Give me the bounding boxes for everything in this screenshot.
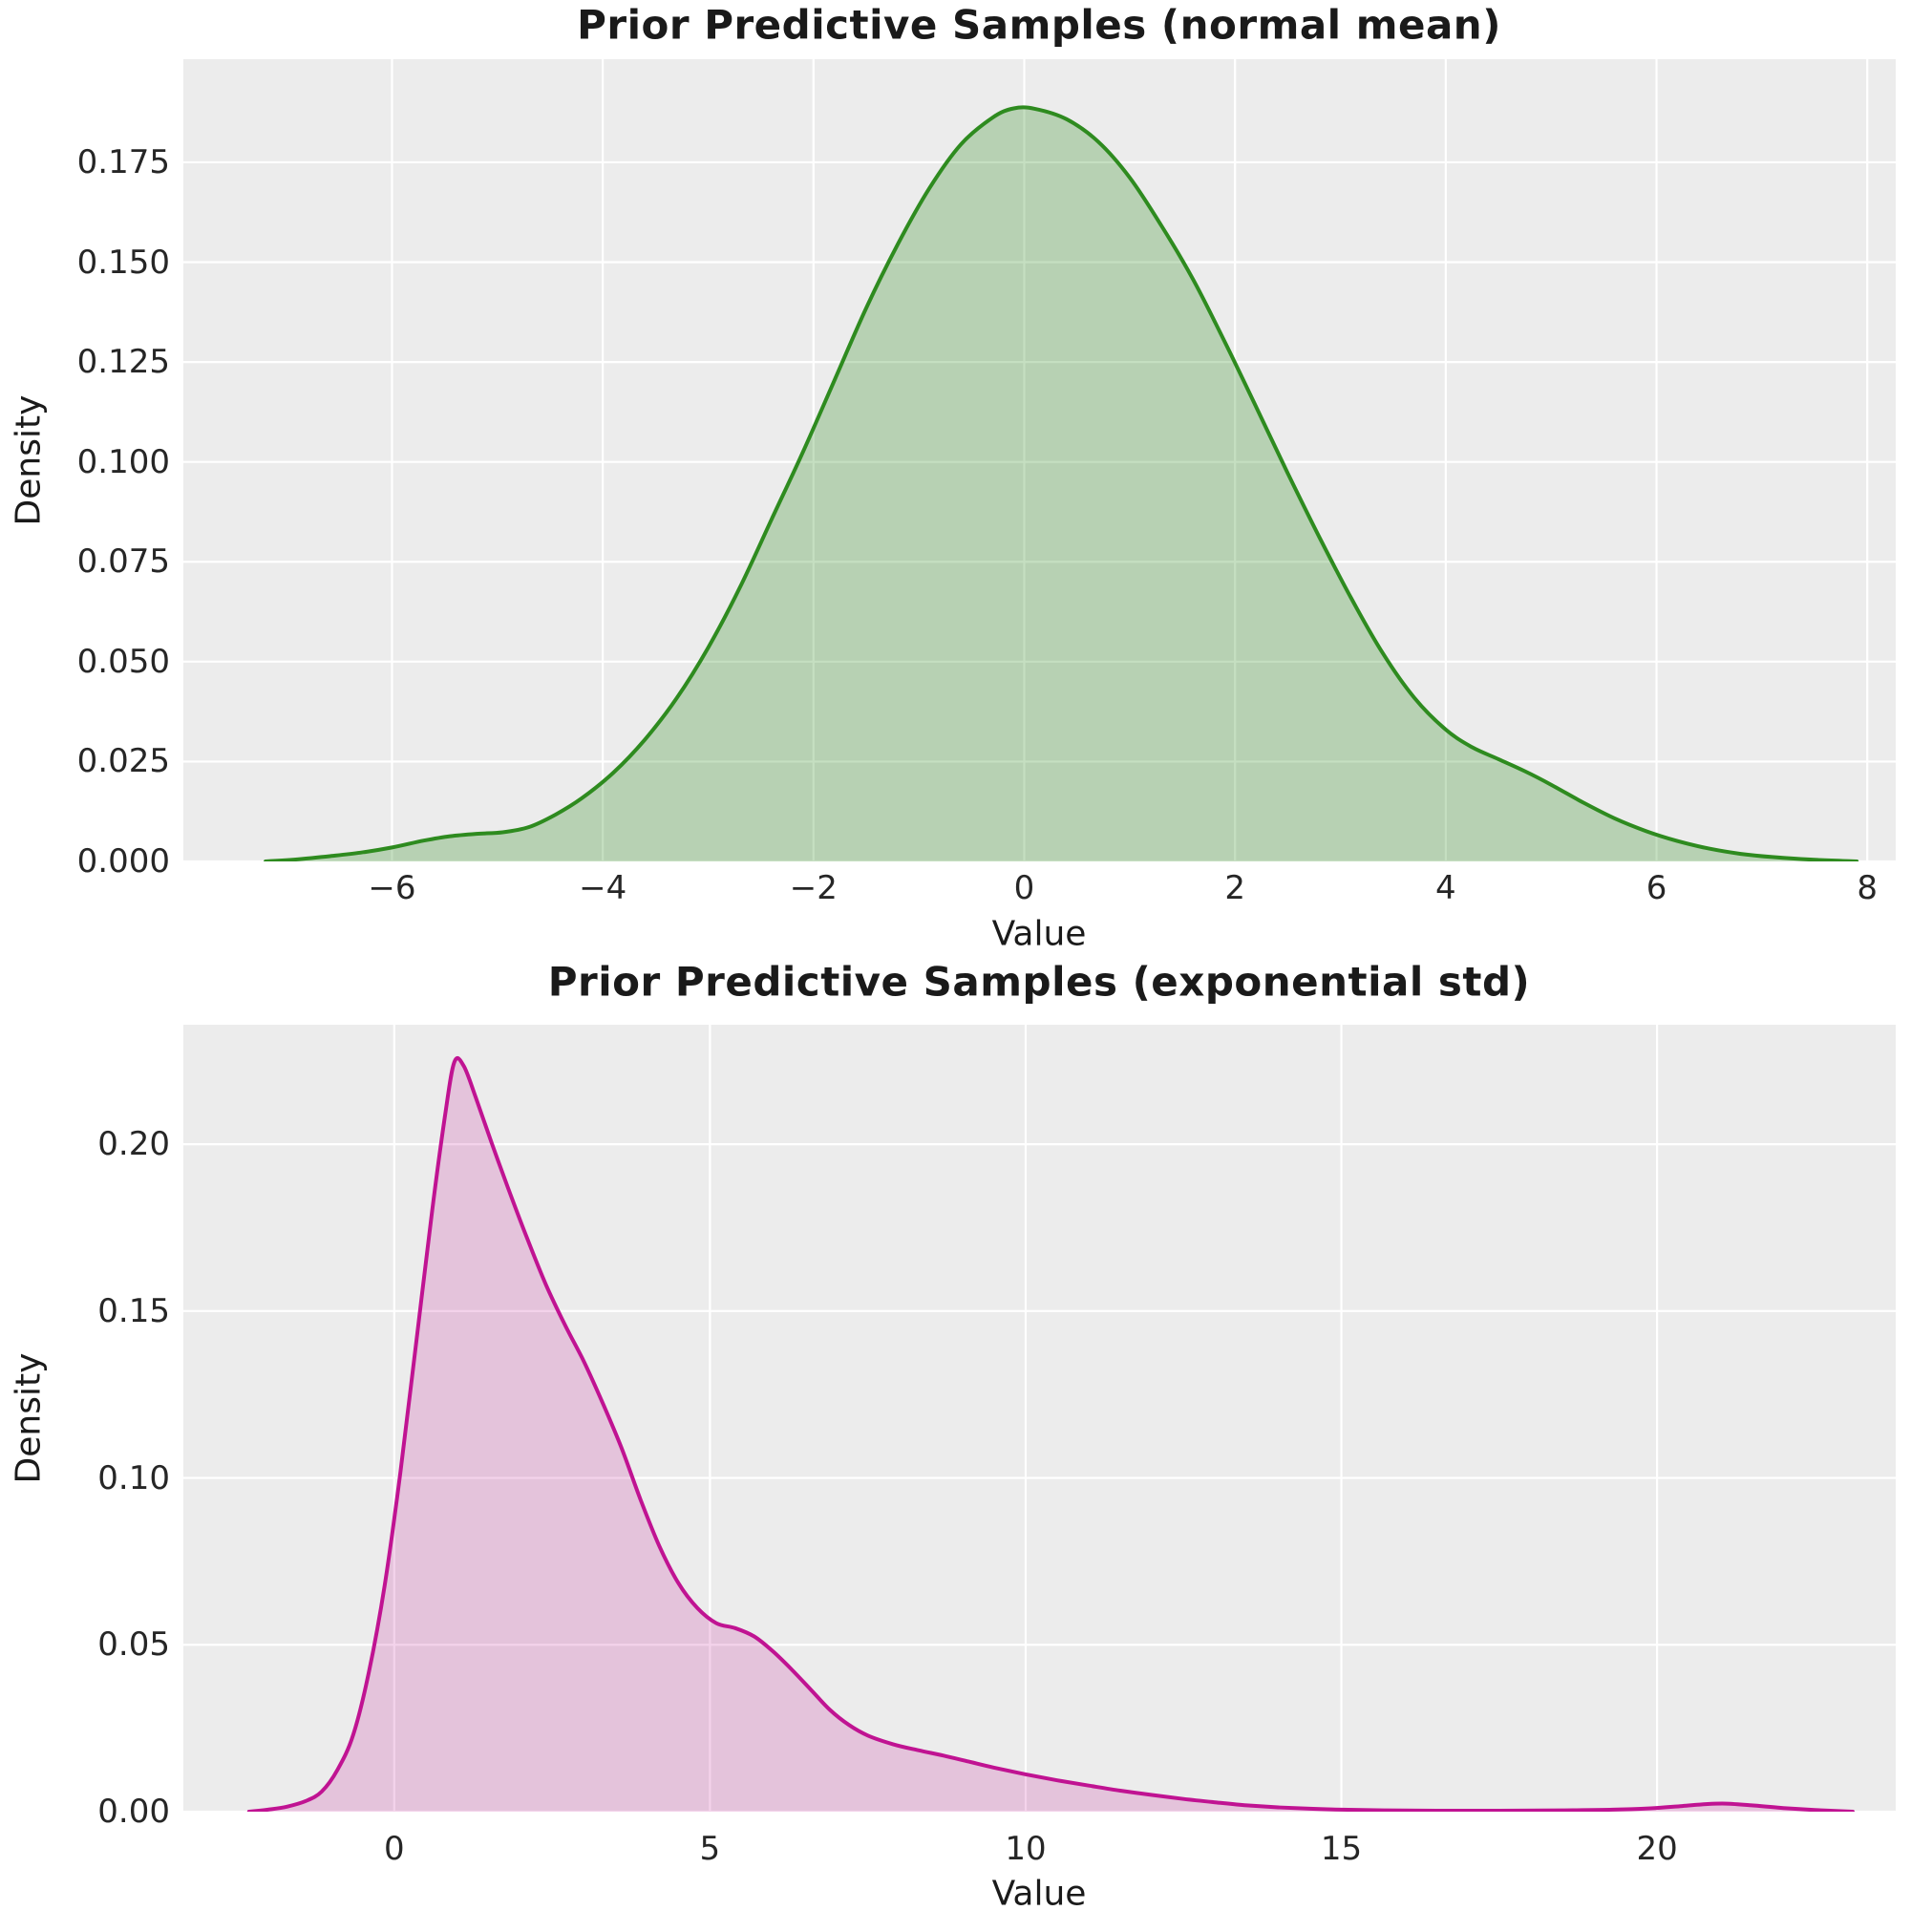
- y-tick-label: 0.100: [76, 442, 170, 481]
- kde-plot-svg: [183, 59, 1896, 861]
- x-tick-label: −2: [789, 869, 838, 907]
- plot-area-exponential-std: [183, 1025, 1896, 1812]
- kde-line: [246, 1055, 1855, 1812]
- y-tick-label: 0.20: [97, 1125, 170, 1164]
- kde-fill: [248, 1057, 1853, 1812]
- y-axis-label: Density: [9, 1352, 49, 1484]
- x-tick-label: −6: [368, 869, 416, 907]
- y-tick-label: 0.125: [76, 343, 170, 382]
- x-tick-label: 0: [383, 1830, 405, 1868]
- x-axis-label: Value: [991, 914, 1087, 954]
- x-tick-label: 6: [1645, 869, 1667, 907]
- x-tick-label: 0: [1013, 869, 1035, 907]
- x-tick-label: 10: [1005, 1830, 1047, 1868]
- kde-line: [264, 105, 1859, 861]
- chart-title: Prior Predictive Samples (exponential st…: [547, 958, 1531, 1006]
- x-tick-label: 20: [1636, 1830, 1678, 1868]
- plot-area-normal-mean: [183, 59, 1896, 861]
- x-tick-label: −4: [579, 869, 627, 907]
- y-tick-label: 0.000: [76, 842, 170, 881]
- y-axis-label: Density: [9, 394, 49, 526]
- y-tick-label: 0.175: [76, 142, 170, 181]
- y-tick-label: 0.050: [76, 642, 170, 681]
- x-tick-label: 5: [699, 1830, 721, 1868]
- kde-fill: [265, 107, 1858, 861]
- kde-plot-svg: [183, 1025, 1896, 1812]
- x-tick-label: 8: [1857, 869, 1879, 907]
- x-tick-label: 4: [1435, 869, 1456, 907]
- chart-title: Prior Predictive Samples (normal mean): [577, 1, 1501, 49]
- y-tick-label: 0.05: [97, 1625, 170, 1665]
- x-tick-label: 2: [1224, 869, 1245, 907]
- y-tick-label: 0.025: [76, 742, 170, 781]
- y-tick-label: 0.10: [97, 1458, 170, 1497]
- y-tick-label: 0.15: [97, 1291, 170, 1330]
- y-tick-label: 0.075: [76, 542, 170, 582]
- x-axis-label: Value: [991, 1874, 1087, 1914]
- y-tick-label: 0.150: [76, 243, 170, 282]
- y-tick-label: 0.00: [97, 1793, 170, 1831]
- x-tick-label: 15: [1320, 1830, 1363, 1868]
